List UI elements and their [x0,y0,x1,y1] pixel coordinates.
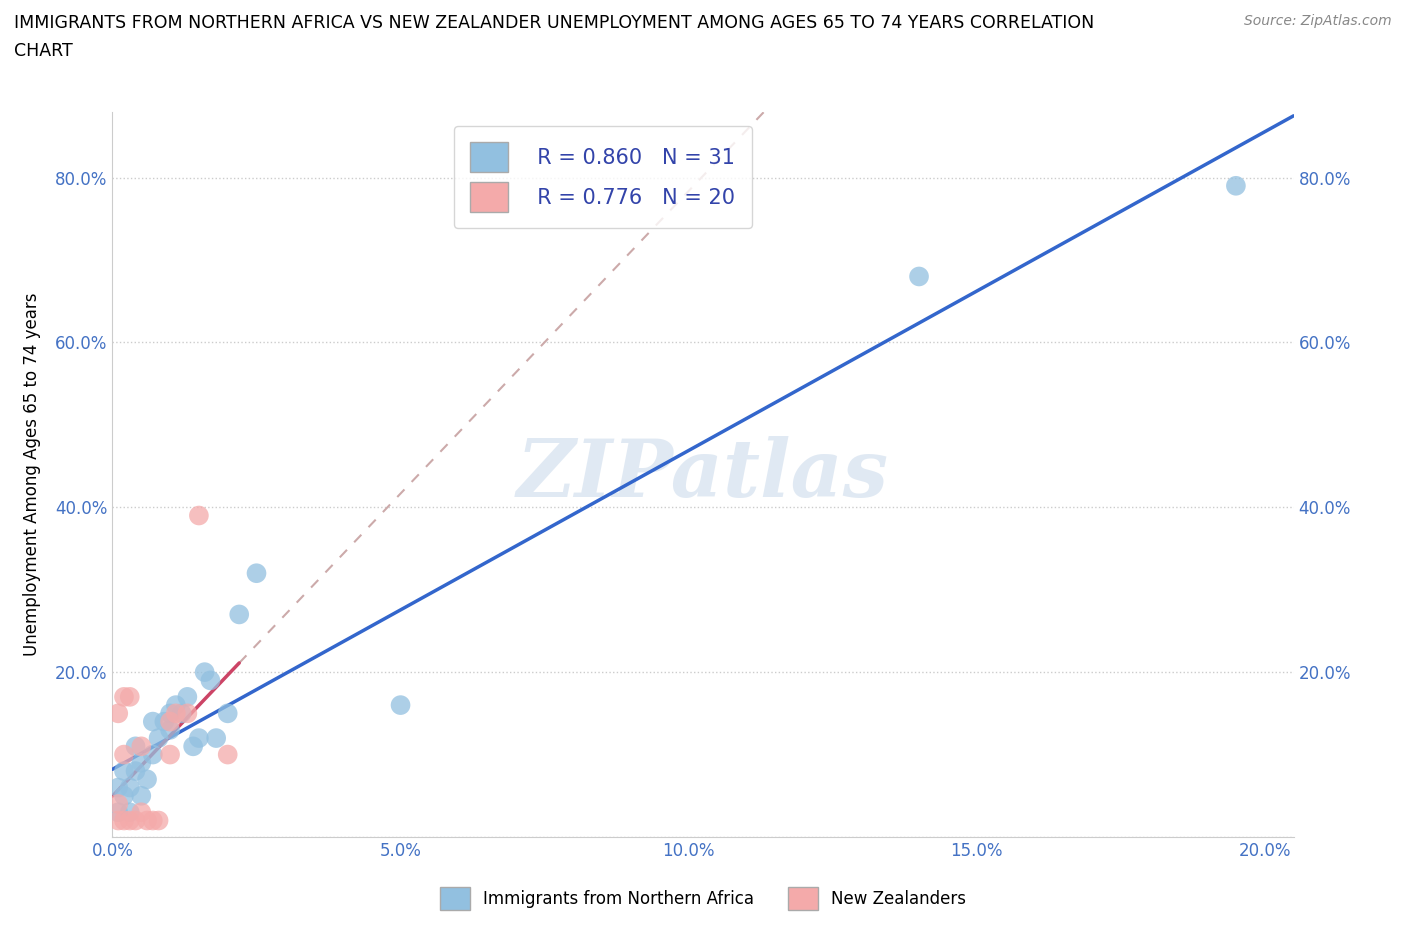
Point [112,747,135,762]
Point [129,738,152,753]
Point [107,780,129,795]
Point [107,706,129,721]
Point [112,689,135,704]
Point [124,764,146,778]
Text: IMMIGRANTS FROM NORTHERN AFRICA VS NEW ZEALANDER UNEMPLOYMENT AMONG AGES 65 TO 7: IMMIGRANTS FROM NORTHERN AFRICA VS NEW Z… [14,14,1094,32]
Point [170,706,193,721]
Point [153,714,176,729]
Point [187,731,209,746]
Point [136,813,159,828]
Point [107,813,129,828]
Point [136,772,159,787]
Point [107,797,129,812]
Point [118,780,141,795]
Point [118,689,141,704]
Point [159,714,181,729]
Text: ZIPatlas: ZIPatlas [517,435,889,513]
Point [142,747,165,762]
Text: CHART: CHART [14,42,73,60]
Text: Source: ZipAtlas.com: Source: ZipAtlas.com [1244,14,1392,28]
Point [181,738,204,753]
Point [217,747,239,762]
Point [176,706,198,721]
Point [245,565,267,580]
Point [159,706,181,721]
Point [159,747,181,762]
Point [217,706,239,721]
Point [129,804,152,819]
Point [142,813,165,828]
Point [1225,179,1247,193]
Point [129,755,152,770]
Point [228,607,250,622]
Point [124,813,146,828]
Legend:   R = 0.860   N = 31,   R = 0.776   N = 20: R = 0.860 N = 31, R = 0.776 N = 20 [454,126,752,229]
Point [908,269,931,284]
Point [124,738,146,753]
Point [112,764,135,778]
Point [200,673,222,688]
Point [148,813,170,828]
Point [205,731,228,746]
Point [176,689,198,704]
Point [194,665,217,680]
Point [118,804,141,819]
Point [187,508,209,523]
Point [389,698,412,712]
Legend: Immigrants from Northern Africa, New Zealanders: Immigrants from Northern Africa, New Zea… [433,880,973,917]
Point [112,789,135,804]
Point [165,706,187,721]
Point [107,804,129,819]
Y-axis label: Unemployment Among Ages 65 to 74 years: Unemployment Among Ages 65 to 74 years [24,293,41,656]
Point [112,813,135,828]
Point [129,789,152,804]
Point [148,731,170,746]
Point [118,813,141,828]
Point [159,723,181,737]
Point [165,698,187,712]
Point [142,714,165,729]
